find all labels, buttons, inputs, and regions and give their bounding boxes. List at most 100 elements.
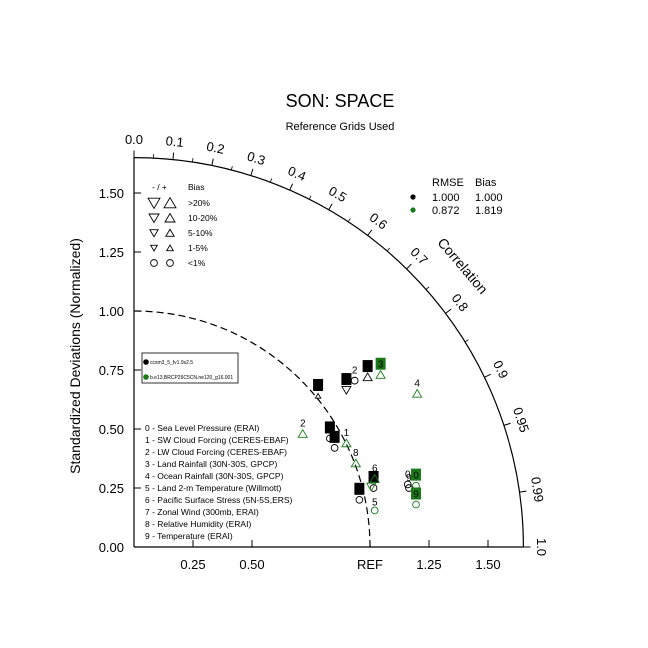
bias-legend-down-0 <box>147 197 161 210</box>
point-marker-case2-var8 <box>350 458 362 468</box>
bias-legend: - / + Bias >20% 10-20% 5-10% 1-5% <1% <box>147 182 218 268</box>
variable-legend-0: 0 - Sea Level Pressure (ERAI) <box>145 423 259 433</box>
point-marker-case1-var1 <box>314 392 322 399</box>
y-tick-label-1: 0.25 <box>99 481 124 496</box>
point-label-box-case1-var3 <box>341 373 352 386</box>
summary-rmse-case1: 1.000 <box>432 192 460 204</box>
point-marker-case2-var3 <box>375 369 386 379</box>
point-label-case1-var1: 1 <box>315 381 321 392</box>
bias-legend-up-1 <box>164 212 176 223</box>
corr-tick-label-3: 0.3 <box>245 148 267 168</box>
variable-legend-5: 5 - Land 2-m Temperature (Willmott) <box>145 483 282 493</box>
summary-table: RMSE Bias 1.000 1.000 0.872 1.819 <box>410 177 503 217</box>
variable-legend-9: 9 - Temperature (ERAI) <box>145 531 233 541</box>
bias-legend-down-1 <box>148 213 160 224</box>
point-label-case2-var9: 9 <box>413 490 419 501</box>
y-axis-label: Standardized Deviations (Normalized) <box>67 238 83 474</box>
y-tick-label-2: 0.50 <box>99 422 124 437</box>
corr-tick-label-8: 0.8 <box>449 291 472 314</box>
bias-legend-label-1: 10-20% <box>188 213 218 223</box>
corr-minor-tick <box>347 218 351 223</box>
variable-legend-8: 8 - Relative Humidity (ERAI) <box>145 519 251 529</box>
corr-tick-7 <box>406 263 412 270</box>
x-tick-label-1: 0.50 <box>239 557 264 572</box>
correlation-axis-label: Correlation <box>435 235 492 297</box>
point-marker-case1-var8 <box>326 434 334 443</box>
y-tick-label-0: 0.00 <box>99 540 124 555</box>
case-legend-dot-0 <box>143 359 149 365</box>
variable-legend-4: 4 - Ocean Rainfall (30N-30S, GPCP) <box>145 471 284 481</box>
point-label-case1-var6: 6 <box>332 433 338 444</box>
case-legend-box <box>141 352 239 384</box>
case-legend: ccsm3_5_fv1.9x2.5 b.e13.BRCP26C5CN.ne120… <box>141 352 239 384</box>
point-marker-case1-var6 <box>330 444 339 452</box>
point-label-case2-var7: 7 <box>368 472 374 483</box>
bias-legend-up-2 <box>165 228 175 237</box>
point-label-box-case1-var8 <box>324 421 335 434</box>
bias-legend-up-0 <box>163 196 177 209</box>
bias-legend-label-4: <1% <box>188 258 206 268</box>
variable-legend-7: 7 - Zonal Wind (300mb, ERAI) <box>145 507 259 517</box>
point-label-case1-var8: 8 <box>327 423 333 434</box>
x-tick-label-2: REF <box>357 557 383 572</box>
corr-tick-label-2: 0.2 <box>205 139 226 157</box>
corr-tick-9 <box>484 373 491 378</box>
variable-legend-2: 2 - LW Cloud Forcing (CERES-EBAF) <box>145 447 287 457</box>
point-label-case1-var5: 5 <box>357 485 363 496</box>
y-tick-label-6: 1.50 <box>99 186 124 201</box>
summary-bias-case2: 1.819 <box>475 205 503 217</box>
point-marker-case1-var5 <box>355 495 364 504</box>
x-tick-label-0: 0.25 <box>180 557 205 572</box>
bias-legend-label-2: 5-10% <box>188 228 213 238</box>
variable-legend: 0 - Sea Level Pressure (ERAI) 1 - SW Clo… <box>145 423 293 541</box>
corr-tick-label-9: 0.9 <box>490 358 511 381</box>
bias-legend-circle-plus <box>166 259 174 267</box>
summary-rmse-case2: 0.872 <box>432 205 460 217</box>
case-legend-name-1: ccsm3_5_fv1.9x2.5 <box>150 360 193 366</box>
summary-dot-0 <box>410 194 416 200</box>
chart-title: SON: SPACE <box>286 91 395 111</box>
point-label-case2-var6: 6 <box>372 464 378 475</box>
corr-tick-label-1: 0.1 <box>165 133 184 150</box>
point-label-case2-var4: 4 <box>414 379 420 390</box>
bias-legend-bias-header: Bias <box>188 182 205 192</box>
corr-tick-5 <box>328 203 333 211</box>
point-marker-case2-var6 <box>369 473 381 483</box>
corr-minor-tick <box>230 165 233 171</box>
point-label-case1-var7: 7 <box>371 473 377 484</box>
corr-tick-label-12: 1.0 <box>534 538 549 556</box>
corr-tick-label-0: 0.0 <box>125 132 143 147</box>
case-legend-name-2: b.e13.BRCP26C5CN.ne120_g16.001 <box>150 375 233 381</box>
corr-tick-6 <box>367 229 373 236</box>
point-marker-case1-var0 <box>403 480 412 489</box>
corr-tick-8 <box>445 308 452 314</box>
corr-minor-tick <box>464 339 469 343</box>
corr-tick-label-10: 0.95 <box>510 405 532 434</box>
chart-subtitle: Reference Grids Used <box>286 121 395 133</box>
point-label-case2-var2: 2 <box>300 419 306 430</box>
corr-tick-label-11: 0.99 <box>528 476 546 503</box>
point-marker-case1-var7 <box>369 484 378 492</box>
point-label-case1-var0: 0 <box>405 469 411 480</box>
point-label-box-case1-var5 <box>354 482 365 495</box>
point-marker-case2-var7 <box>365 482 377 492</box>
case-legend-dot-1 <box>143 374 149 380</box>
point-label-box-case1-var1 <box>313 378 324 391</box>
y-tick-label-4: 1.00 <box>99 304 124 319</box>
point-label-case2-var3: 3 <box>378 360 384 371</box>
bias-legend-sign-header: - / + <box>152 182 167 192</box>
point-label-case2-var1: 1 <box>344 428 350 439</box>
corr-tick-1 <box>172 152 175 160</box>
bias-legend-circle-minus <box>150 259 158 267</box>
point-marker-case1-var4 <box>362 372 373 382</box>
point-label-box-case2-var0 <box>411 468 422 481</box>
point-label-case1-var4: 4 <box>365 362 371 373</box>
bias-legend-label-0: >20% <box>188 198 210 208</box>
summary-bias-header: Bias <box>475 177 497 189</box>
point-label-case2-var0: 0 <box>413 471 419 482</box>
summary-bias-case1: 1.000 <box>475 192 503 204</box>
corr-minor-tick <box>503 423 508 426</box>
corr-minor-tick <box>192 157 194 163</box>
